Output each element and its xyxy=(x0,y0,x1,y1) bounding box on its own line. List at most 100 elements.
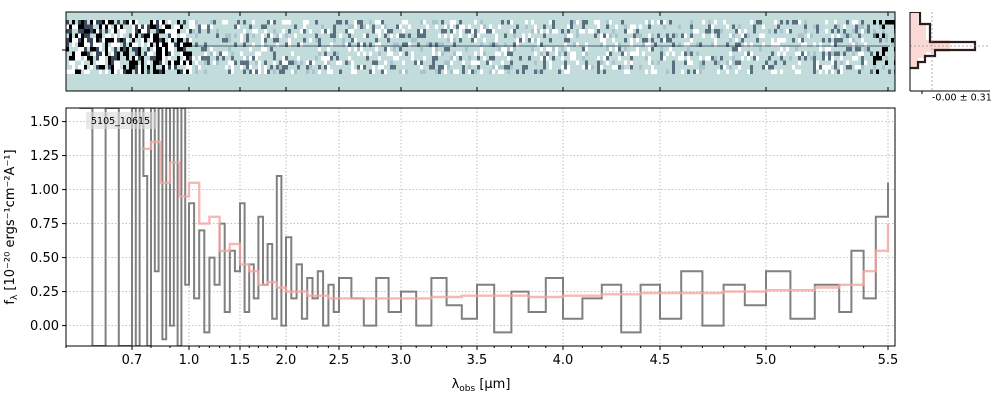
spectrum-2d-pixel xyxy=(495,65,498,70)
spectrum-2d-pixel xyxy=(867,24,870,29)
y-tick-label: 0.75 xyxy=(30,217,59,232)
spectrum-2d-pixel xyxy=(468,65,471,70)
spectrum-2d-pixel xyxy=(378,20,381,25)
spectrum-2d-pixel xyxy=(318,38,321,43)
spectrum-2d-pixel xyxy=(564,60,567,65)
spectrum-2d-pixel xyxy=(99,20,102,25)
spectrum-2d-pixel xyxy=(336,60,339,65)
spectrum-2d-pixel xyxy=(489,56,492,61)
spectrum-2d-pixel xyxy=(159,47,162,52)
spectrum-2d-pixel xyxy=(123,20,126,25)
spectrum-2d-pixel xyxy=(450,38,453,43)
spectrum-2d-pixel xyxy=(600,60,603,65)
spectrum-2d-pixel xyxy=(174,42,177,47)
spectrum-2d-pixel xyxy=(795,69,798,74)
spectrum-2d-pixel xyxy=(195,69,198,74)
spectrum-2d-pixel xyxy=(516,69,519,74)
x-tick-label: 5.0 xyxy=(756,353,777,368)
spectrum-2d-pixel xyxy=(177,47,180,52)
spectrum-2d-pixel xyxy=(753,29,756,34)
spectrum-2d-pixel xyxy=(606,24,609,29)
spectrum-2d-pixel xyxy=(663,38,666,43)
spectrum-2d-pixel xyxy=(129,65,132,70)
spectrum-2d-pixel xyxy=(123,29,126,34)
spectrum-2d-pixel xyxy=(684,60,687,65)
spectrum-2d-pixel xyxy=(171,38,174,43)
spectrum-2d-pixel xyxy=(816,29,819,34)
spectrum-1d-frame xyxy=(65,107,896,347)
spectrum-2d-pixel xyxy=(159,42,162,47)
spectrum-2d-pixel xyxy=(81,47,84,52)
spectrum-2d-pixel xyxy=(93,38,96,43)
spectrum-2d-pixel xyxy=(342,38,345,43)
spectrum-2d-pixel xyxy=(357,20,360,25)
spectrum-2d-pixel xyxy=(141,29,144,34)
spectrum-2d-pixel xyxy=(117,24,120,29)
spectrum-2d-pixel xyxy=(399,51,402,56)
spectrum-2d-pixel xyxy=(162,69,165,74)
spectrum-2d-pixel xyxy=(852,29,855,34)
spectrum-2d-pixel xyxy=(549,29,552,34)
spectrum-2d-pixel xyxy=(96,47,99,52)
spectrum-2d-pixel xyxy=(270,33,273,38)
spectrum-2d-pixel xyxy=(198,65,201,70)
y-tick-label: 1.00 xyxy=(30,183,59,198)
spectrum-2d-pixel xyxy=(663,20,666,25)
spectrum-2d-pixel xyxy=(375,20,378,25)
spectrum-2d-pixel xyxy=(84,51,87,56)
spectrum-2d-pixel xyxy=(861,38,864,43)
spectrum-2d-pixel xyxy=(462,24,465,29)
spectrum-2d-pixel xyxy=(624,51,627,56)
spectrum-2d-pixel xyxy=(189,20,192,25)
spectrum-2d-pixel xyxy=(180,69,183,74)
spectrum-2d-pixel xyxy=(525,65,528,70)
spectrum-2d-pixel xyxy=(435,42,438,47)
spectrum-2d-pixel xyxy=(147,65,150,70)
spectrum-2d-pixel xyxy=(477,33,480,38)
spectrum-2d-pixel xyxy=(384,33,387,38)
spectrum-2d-pixel xyxy=(306,69,309,74)
spectrum-2d-pixel xyxy=(198,29,201,34)
spectrum-2d-pixel xyxy=(495,51,498,56)
spectrum-2d-pixel xyxy=(321,56,324,61)
spectrum-2d-pixel xyxy=(714,38,717,43)
spectrum-2d-pixel xyxy=(810,33,813,38)
spectrum-2d-pixel xyxy=(603,33,606,38)
spectrum-2d-pixel xyxy=(711,56,714,61)
spectrum-2d-pixel xyxy=(138,69,141,74)
spectrum-2d-panel xyxy=(62,11,896,92)
spectrum-2d-pixel xyxy=(177,38,180,43)
spectrum-2d-pixel xyxy=(123,51,126,56)
spectrum-2d-pixel xyxy=(420,65,423,70)
spectrum-2d-pixel xyxy=(147,33,150,38)
spectrum-2d-pixel xyxy=(123,42,126,47)
spectrum-2d-pixel xyxy=(597,60,600,65)
spectrum-2d-pixel xyxy=(474,69,477,74)
spectrum-2d-pixel xyxy=(480,20,483,25)
spectrum-2d-pixel xyxy=(231,60,234,65)
spectrum-2d-pixel xyxy=(309,60,312,65)
spectrum-2d-pixel xyxy=(882,33,885,38)
spectrum-2d-pixel xyxy=(768,56,771,61)
spectrum-2d-pixel xyxy=(135,65,138,70)
spectrum-2d-pixel xyxy=(324,60,327,65)
spectrum-2d-pixel xyxy=(471,60,474,65)
spectrum-2d-pixel xyxy=(474,29,477,34)
spectrum-2d-pixel xyxy=(636,51,639,56)
spectrum-2d-pixel xyxy=(117,65,120,70)
spectrum-2d-pixel xyxy=(726,24,729,29)
spectrum-2d-pixel xyxy=(804,42,807,47)
spectrum-2d-pixel xyxy=(873,65,876,70)
spectrum-2d-pixel xyxy=(186,42,189,47)
x-tick-label: 1.5 xyxy=(230,353,251,368)
spectrum-2d-pixel xyxy=(120,38,123,43)
spectrum-2d-pixel xyxy=(174,60,177,65)
spectrum-2d-pixel xyxy=(438,65,441,70)
spectrum-2d-pixel xyxy=(648,33,651,38)
spectrum-2d-pixel xyxy=(669,38,672,43)
spectrum-2d-pixel xyxy=(510,51,513,56)
spectrum-2d-pixel xyxy=(342,42,345,47)
spectrum-2d-pixel xyxy=(372,69,375,74)
spectrum-2d-pixel xyxy=(630,38,633,43)
spectrum-2d-pixel xyxy=(132,56,135,61)
